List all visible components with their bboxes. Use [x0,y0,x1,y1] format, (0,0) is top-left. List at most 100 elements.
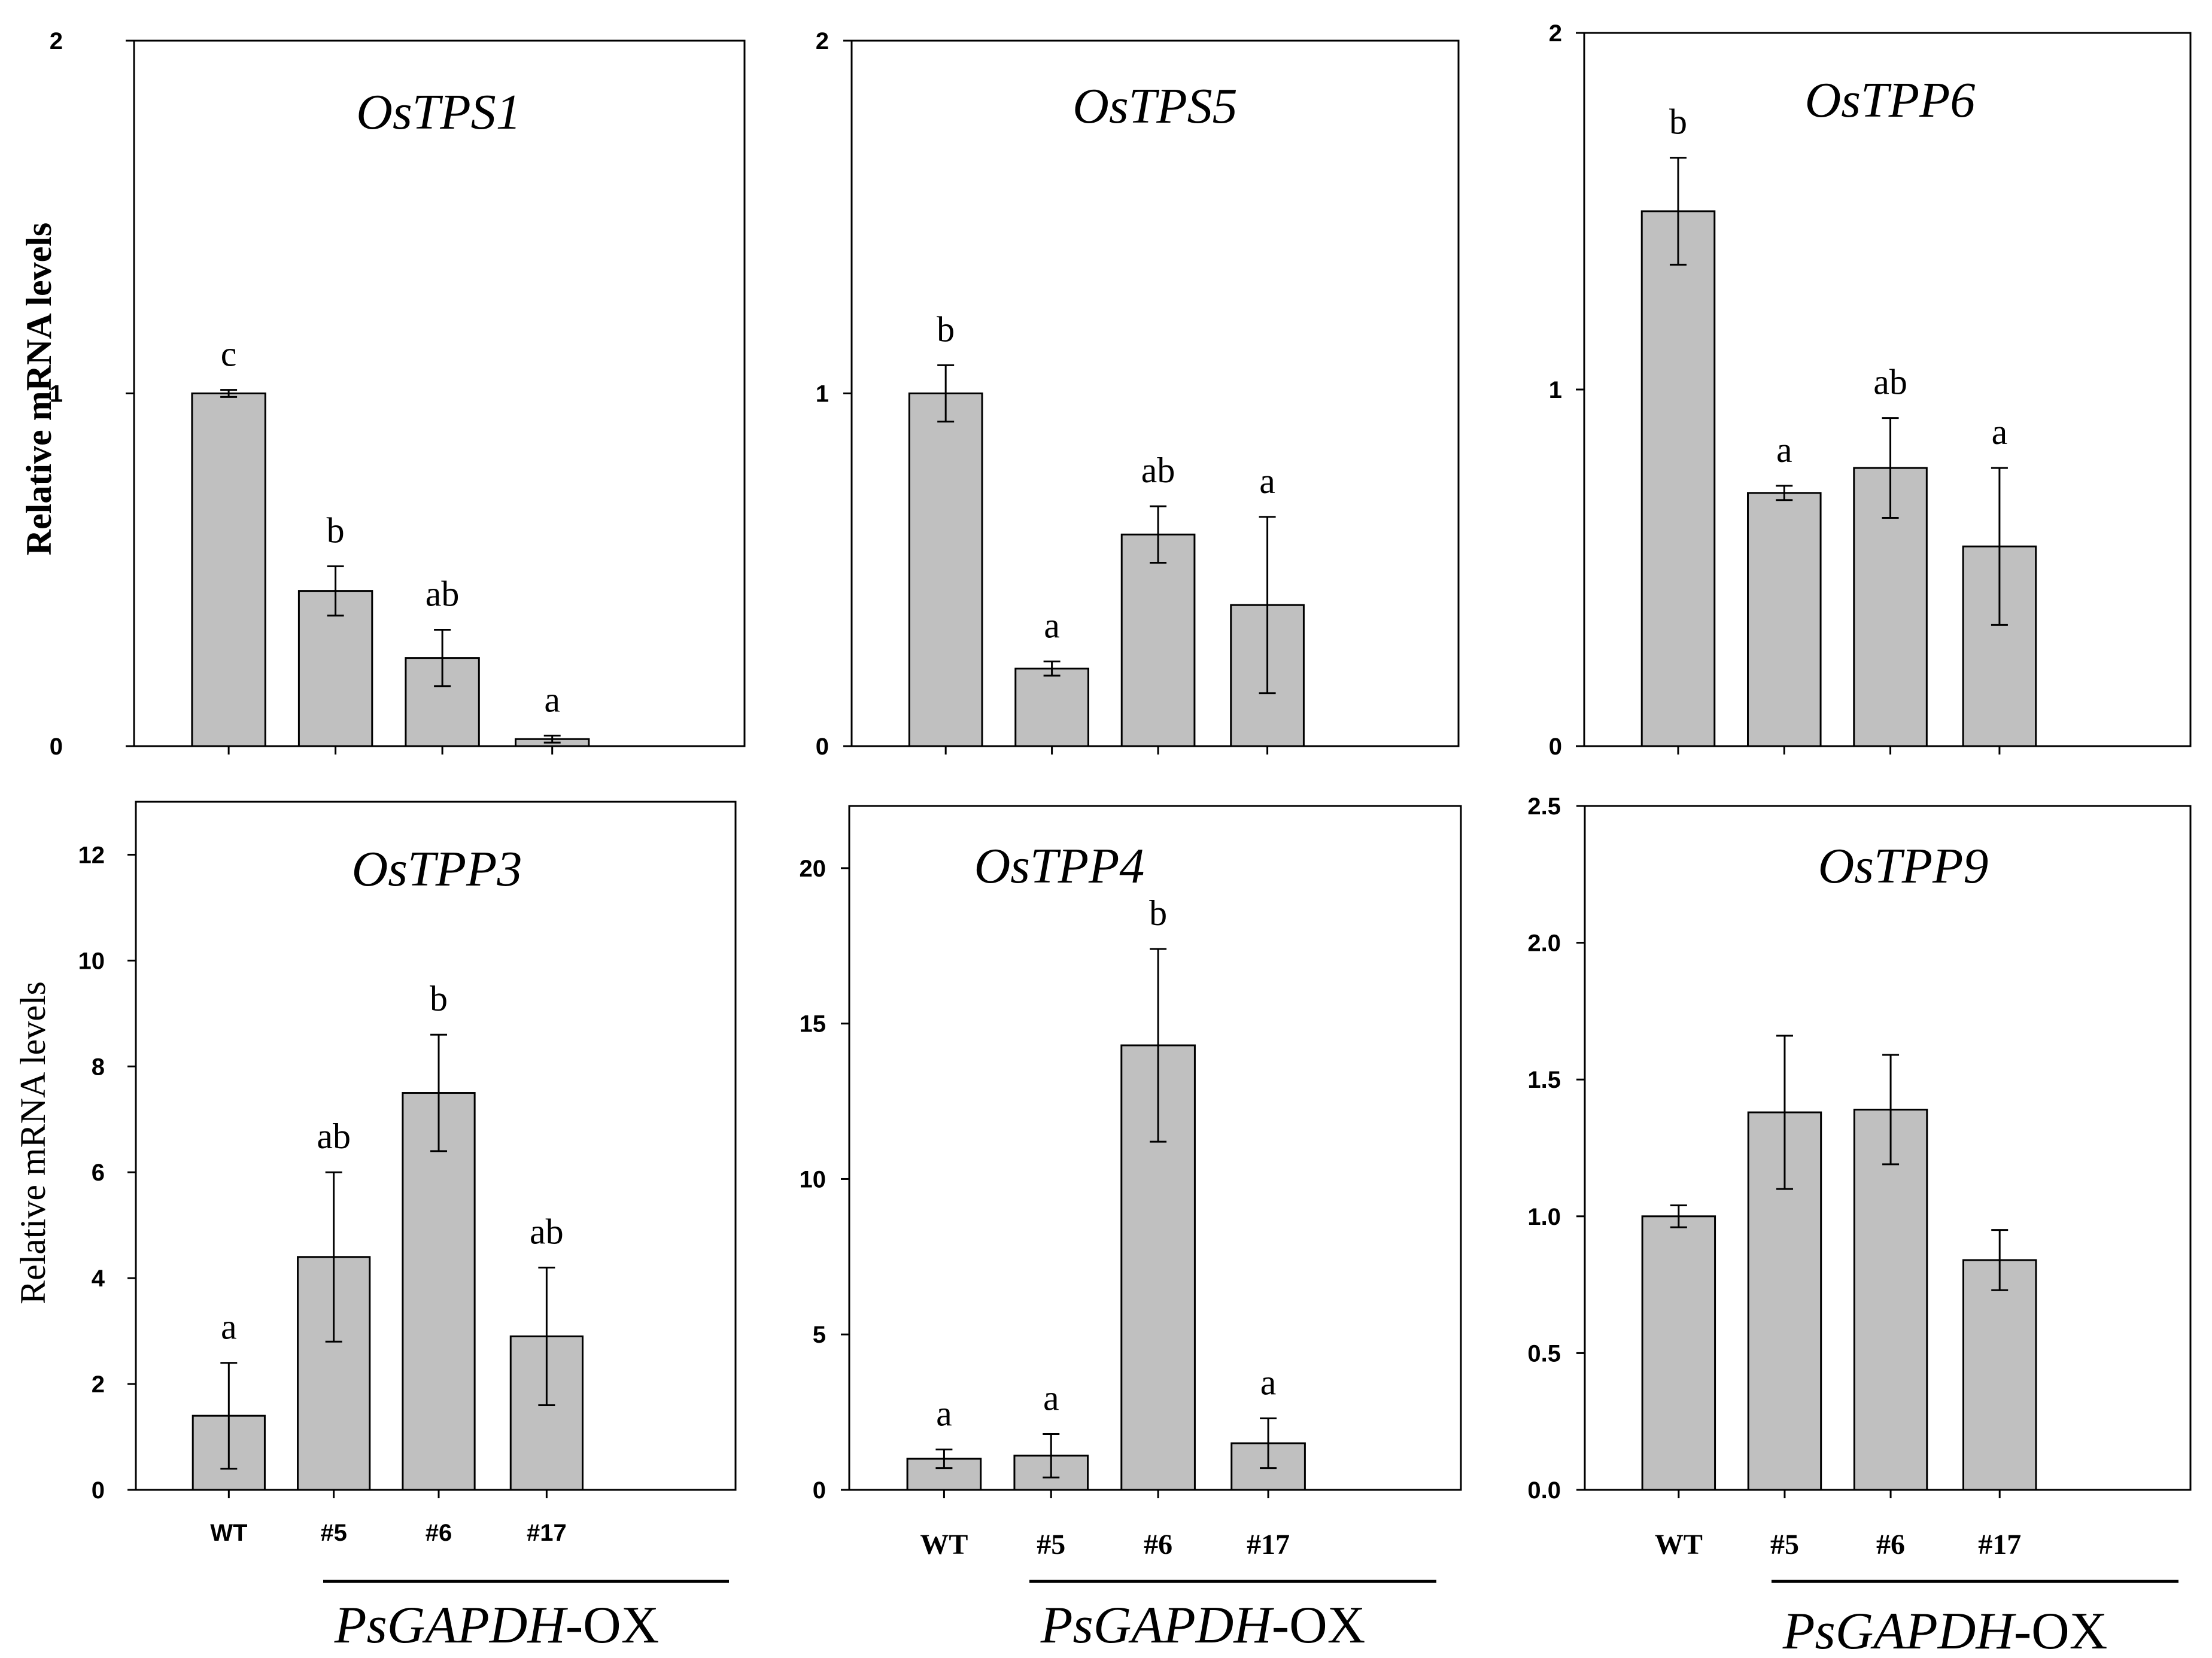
bar-#6 [402,1092,476,1491]
group-label: PsGAPDH-OX [334,1596,660,1654]
y-tick-label: 0.0 [1527,1477,1561,1504]
error-bar [1776,485,1793,501]
bar-#5 [297,590,373,747]
category-label: #6 [1876,1529,1905,1560]
significance-label: ab [530,1212,564,1251]
bar-WT [1640,210,1716,747]
category-label: WT [920,1529,968,1560]
significance-label: ab [426,574,460,613]
significance-label: b [1149,893,1167,933]
panel-OsTPP6: 0 1 2 b a ab a OsTPP6 [1549,20,2192,760]
y-axis-label: Relative mRNA levels [19,223,59,556]
y-tick-label: 1.5 [1527,1067,1561,1093]
y-tick-label: 5 [813,1322,826,1348]
y-tick-label: 6 [92,1160,105,1186]
error-bar [1776,1035,1793,1190]
bar-#5 [1014,667,1089,747]
error-bar [1670,157,1687,266]
error-bar [937,364,955,423]
y-tick-label: 2 [816,28,829,54]
category-label: #17 [1978,1529,2021,1560]
panel-OsTPS1: 0 1 2 c b ab a OsTPS1 Relative mRNA levels [19,28,746,760]
panel-title: OsTPP9 [1818,838,1989,894]
panel-OsTPP4: 0 5 10 15 20 a WT a #5 b #6 a #17 OsTPP4 [800,805,1462,1560]
y-tick-label: 2 [50,28,63,54]
significance-label: b [937,309,955,349]
significance-label: c [221,334,237,374]
y-tick-label: 0 [816,734,829,760]
y-tick-label: 0 [92,1477,105,1504]
error-bar [1150,948,1167,1143]
group-annotation: PsGAPDH-OX [1772,1580,2178,1658]
y-tick-label: 0 [50,734,63,760]
y-tick-label: 0 [1549,734,1562,760]
error-bar [1882,417,1899,519]
significance-label: a [221,1307,237,1347]
error-bar [1043,661,1061,677]
category-label: #17 [527,1520,567,1546]
significance-label: a [1043,1378,1059,1417]
y-tick-label: 1 [816,381,829,407]
panel-OsTPP3: 0 2 4 6 8 10 12 a WT ab #5 b #6 ab #17 OsTPP3 Relative m… [13,801,737,1546]
error-bar [1670,1204,1687,1228]
y-axis-label: Relative mRNA levels [13,981,53,1304]
category-label: #5 [1037,1529,1065,1560]
group-annotation: PsGAPDH-OX [323,1580,729,1654]
significance-label: b [430,979,448,1018]
error-bar [1260,1417,1277,1470]
group-label: PsGAPDH-OX [1782,1602,2108,1658]
significance-label: a [1992,412,2008,452]
y-tick-label: 1 [1549,377,1562,403]
y-tick-label: 12 [78,842,105,868]
category-label: #17 [1247,1529,1290,1560]
category-label: #6 [426,1520,452,1546]
y-tick-label: 8 [92,1054,105,1080]
error-bar [327,565,344,617]
error-bar [538,1266,555,1406]
y-tick-label: 10 [800,1166,827,1192]
error-bar [434,628,451,687]
bar-#5 [1747,492,1822,747]
group-label: PsGAPDH-OX [1040,1596,1366,1654]
y-tick-label: 1.0 [1527,1204,1561,1230]
significance-label: b [327,510,345,550]
panel-title: OsTPP3 [352,841,522,897]
panel-title: OsTPS5 [1072,78,1237,134]
y-tick-label: 15 [800,1011,827,1038]
panel-OsTPP9: 0.0 0.5 1.0 1.5 2.0 2.5 WT #5 #6 #17 OsTPP9 [1527,793,2192,1560]
error-bar [325,1171,342,1343]
panel-title: OsTPP6 [1805,72,1976,128]
y-tick-label: 4 [92,1265,105,1292]
significance-label: a [1044,606,1060,646]
significance-label: a [1776,430,1792,470]
significance-label: ab [317,1117,351,1156]
bar-#6 [1853,1108,1928,1491]
y-tick-label: 2.5 [1527,793,1561,820]
error-bar [543,734,561,744]
error-bar [430,1033,448,1152]
error-bar [220,1362,238,1470]
error-bar [1150,505,1167,564]
significance-label: a [544,680,560,719]
category-label: #5 [320,1520,347,1546]
y-tick-label: 2 [92,1371,105,1398]
bar-#6 [1120,533,1196,747]
significance-label: a [1259,461,1275,501]
error-bar [935,1448,953,1470]
panel-title: OsTPP4 [974,838,1145,894]
panel-title: OsTPS1 [356,84,521,140]
y-tick-label: 2 [1549,20,1562,47]
y-tick-label: 2.0 [1527,930,1561,957]
significance-label: ab [1873,363,1907,402]
significance-label: a [936,1394,952,1433]
group-annotation: PsGAPDH-OX [1029,1580,1436,1654]
y-tick-label: 20 [800,856,827,882]
significance-label: b [1669,102,1687,142]
y-tick-label: 0.5 [1527,1340,1561,1367]
significance-label: ab [1141,451,1175,490]
error-bar [220,389,238,398]
category-label: #5 [1770,1529,1799,1560]
y-tick-label: 0 [813,1477,826,1504]
category-label: #6 [1144,1529,1172,1560]
